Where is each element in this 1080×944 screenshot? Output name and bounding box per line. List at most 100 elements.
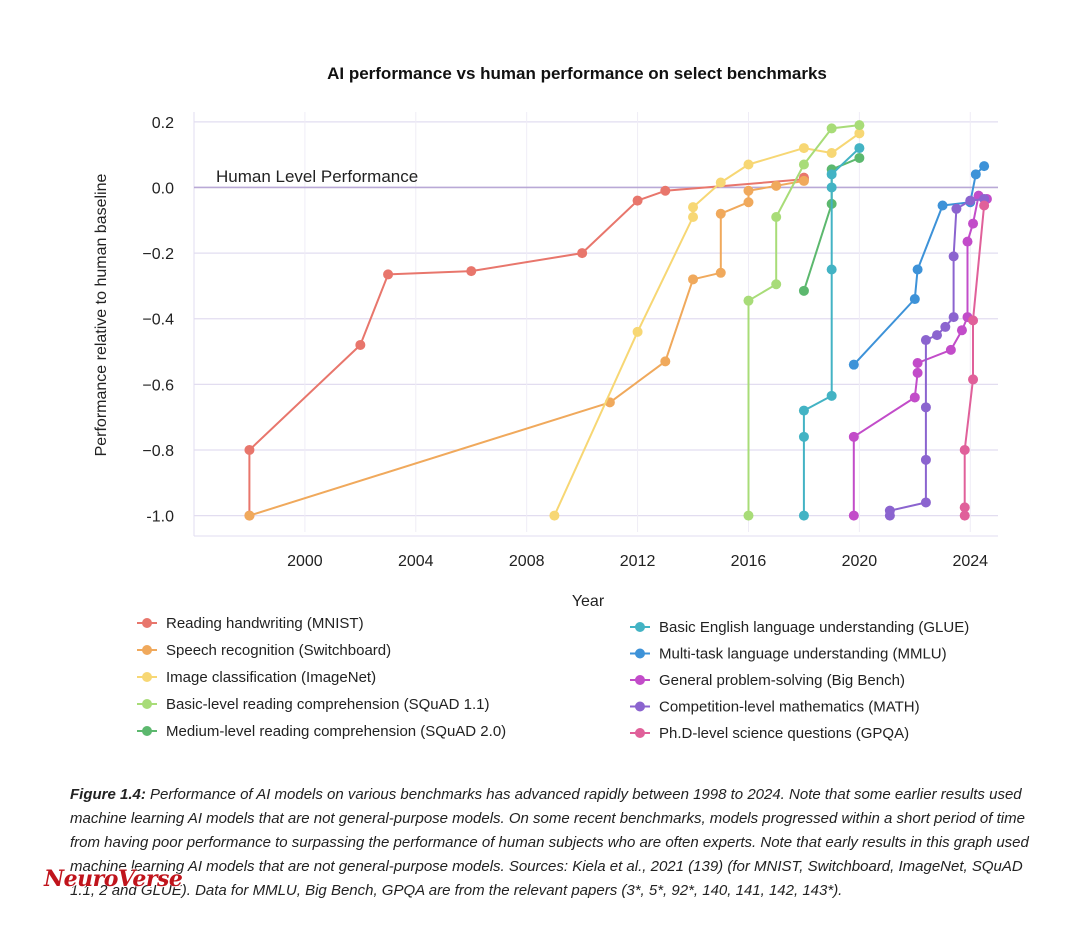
caption-text: Performance of AI models on various benc… [70,786,1029,899]
series-9 [959,200,990,521]
data-point [940,321,951,332]
caption-label: Figure 1.4: [70,786,146,803]
x-tick-label: 2000 [287,553,323,570]
data-point [798,285,809,296]
data-point [688,202,699,213]
data-point [979,161,990,172]
legend-item: Reading handwriting (MNIST) [137,615,364,632]
data-point [956,325,967,336]
data-point [715,177,726,188]
data-point [798,175,809,186]
data-point [798,405,809,416]
x-axis-label: Year [572,593,605,610]
data-point [771,279,782,290]
data-point [798,431,809,442]
data-point [968,374,979,385]
x-axis-ticks: 2000 2004 2008 2012 2016 2020 2024 [287,553,988,570]
data-point [854,120,865,131]
data-point [688,212,699,222]
data-point [970,169,981,180]
data-point [743,197,754,208]
series-2 [549,128,865,521]
legend-swatch-dot [142,726,152,736]
data-point [909,392,920,403]
legend-swatch-dot [635,622,645,632]
legend-swatch-dot [142,618,152,628]
data-point [965,195,976,206]
data-point [884,505,895,516]
y-tick-label: −0.8 [142,443,174,460]
data-point [743,159,754,170]
legend-label: Ph.D-level science questions (GPQA) [659,725,909,742]
legend-label: General problem-solving (Big Bench) [659,672,905,689]
data-point [920,454,931,465]
data-point [743,185,754,196]
data-point [826,148,837,159]
data-point [549,510,560,521]
y-axis-ticks: 0.2 0.0 −0.2 −0.4 −0.6 −0.8 -1.0 [142,115,174,526]
y-tick-label: -1.0 [146,509,174,526]
chart-title: AI performance vs human performance on s… [327,64,827,83]
legend-label: Reading handwriting (MNIST) [166,615,364,632]
data-point [632,195,643,206]
series-3 [743,120,865,521]
x-tick-label: 2008 [509,553,545,570]
data-point [743,510,754,521]
data-point [355,339,366,350]
data-point [715,208,726,219]
legend-swatch-dot [142,645,152,655]
data-point [848,359,859,370]
legend-item: Medium-level reading comprehension (SQuA… [137,723,506,740]
data-point [948,251,959,262]
legend-swatch-dot [635,701,645,712]
data-point [826,123,837,134]
human-level-label: Human Level Performance [216,167,418,186]
series-1 [244,175,809,521]
x-tick-label: 2016 [731,553,767,570]
legend-item: General problem-solving (Big Bench) [630,672,905,689]
data-point [959,502,970,513]
legend-label: Image classification (ImageNet) [166,669,376,686]
data-point [948,312,959,323]
series-5 [798,143,865,521]
data-point [577,248,588,259]
legend-swatch-dot [142,699,152,709]
data-point [660,185,671,196]
data-point [826,264,837,275]
legend-swatch-dot [635,728,645,738]
legend-label: Speech recognition (Switchboard) [166,642,391,659]
series-line [248,177,805,516]
data-point [912,358,923,369]
data-point [854,128,865,139]
watermark-logo: NeuroVerse [44,866,183,892]
x-tick-label: 2004 [398,553,434,570]
data-point [715,267,726,278]
y-tick-label: 0.2 [152,115,174,132]
data-point [383,269,394,280]
data-point [466,266,477,277]
x-tick-label: 2020 [842,553,878,570]
data-point [854,152,865,163]
data-point [920,335,931,346]
data-point [909,294,920,305]
data-point [743,295,754,306]
y-tick-label: 0.0 [152,180,174,197]
x-tick-label: 2012 [620,553,656,570]
legend: Reading handwriting (MNIST) Speech recogn… [137,615,969,742]
series-line [553,132,860,517]
series-group [244,120,992,521]
y-tick-label: −0.6 [142,377,174,394]
data-point [920,402,931,413]
data-point [688,274,699,285]
data-point [979,200,990,211]
legend-item: Basic-level reading comprehension (SQuAD… [137,696,490,713]
legend-item: Ph.D-level science questions (GPQA) [630,725,909,742]
data-point [244,510,255,521]
data-point [968,315,979,326]
legend-item: Basic English language understanding (GL… [630,619,969,636]
data-point [968,218,979,229]
figure-caption: Figure 1.4: Performance of AI models on … [70,783,1030,903]
data-point [951,203,962,214]
legend-swatch-dot [635,648,645,659]
data-point [826,182,837,193]
